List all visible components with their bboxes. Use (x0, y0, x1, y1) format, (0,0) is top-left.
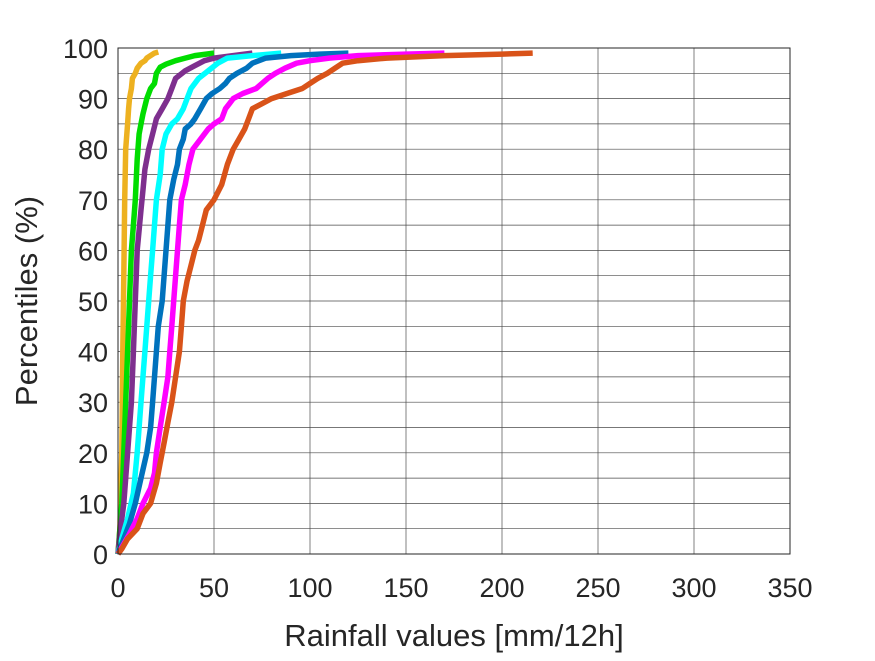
series-line-6 (115, 50, 445, 556)
series-line-5 (115, 50, 349, 555)
x-tick-label: 300 (671, 573, 716, 603)
y-tick-label: 80 (78, 135, 108, 165)
y-tick-label: 70 (78, 186, 108, 216)
y-tick-label: 30 (78, 388, 108, 418)
y-tick-label: 10 (78, 489, 108, 519)
x-tick-label: 100 (287, 573, 332, 603)
plot-border (117, 47, 791, 555)
y-tick-label: 0 (93, 540, 108, 570)
x-axis-label: Rainfall values [mm/12h] (284, 618, 623, 653)
series-line-2 (115, 50, 215, 555)
tick-labels: 0 50 100 150 200 250 300 350 0 10 20 30 40 50 60 70 80 90… (63, 34, 813, 603)
y-tick-label: 20 (78, 439, 108, 469)
series-line-7 (115, 50, 533, 556)
y-tick-label: 50 (78, 287, 108, 317)
x-tick-label: 150 (383, 573, 428, 603)
series-line-3 (115, 50, 253, 555)
series-line-1 (115, 49, 160, 555)
x-tick-label: 0 (110, 573, 125, 603)
y-axis-label: Percentiles (%) (9, 196, 44, 406)
y-tick-label: 90 (78, 85, 108, 115)
y-tick-label: 40 (78, 338, 108, 368)
x-tick-label: 250 (575, 573, 620, 603)
x-tick-label: 200 (479, 573, 524, 603)
series-line-4 (115, 50, 282, 555)
x-tick-label: 350 (767, 573, 812, 603)
series-group (115, 49, 533, 556)
y-tick-label: 60 (78, 236, 108, 266)
x-tick-label: 50 (199, 573, 229, 603)
y-tick-label: 100 (63, 34, 108, 64)
